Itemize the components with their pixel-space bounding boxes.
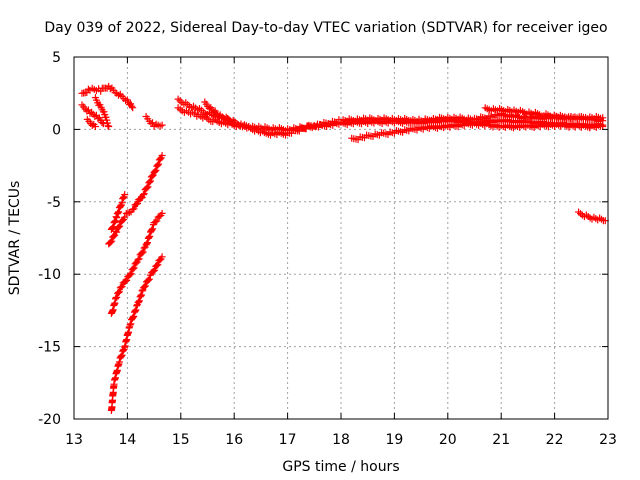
chart-title: Day 039 of 2022, Sidereal Day-to-day VTE…: [44, 20, 607, 36]
x-tick-label: 20: [439, 432, 457, 448]
marker-path: [107, 209, 166, 317]
series-track-h: [201, 98, 238, 127]
series-track-e: [142, 113, 166, 130]
marker-path: [105, 152, 166, 248]
series-track-b: [78, 101, 107, 128]
axis-ticks: 13 14 15 16 17 18 19 20 21 22 23 5 0 -5 -10 -15 -20: [38, 50, 617, 448]
x-tick-label: 19: [385, 432, 403, 448]
series-track-d: [83, 115, 99, 130]
series-track-i: [348, 119, 607, 144]
y-tick-label: -15: [38, 340, 61, 356]
x-tick-label: 18: [332, 432, 350, 448]
x-tick-label: 23: [599, 432, 617, 448]
x-axis-label: GPS time / hours: [282, 459, 399, 475]
grid: [74, 57, 608, 419]
marker-path: [481, 104, 607, 123]
marker-path: [201, 98, 238, 127]
x-tick-label: 14: [118, 432, 136, 448]
series-track-k: [105, 152, 166, 248]
marker-path: [83, 115, 99, 130]
series-track-o: [575, 208, 609, 225]
marker-path: [78, 101, 107, 128]
x-tick-label: 13: [65, 432, 83, 448]
series-track-n: [107, 253, 166, 414]
series-track-a: [78, 82, 137, 112]
series-track-m: [107, 209, 166, 317]
series-track-l: [107, 191, 129, 233]
marker-path: [348, 119, 607, 144]
x-tick-label: 15: [172, 432, 190, 448]
marker-path: [575, 208, 609, 225]
marker-path: [142, 113, 166, 130]
x-tick-label: 21: [492, 432, 510, 448]
y-tick-label: 5: [52, 50, 61, 66]
x-tick-label: 17: [279, 432, 297, 448]
marker-path: [78, 82, 137, 112]
marker-path: [107, 253, 166, 414]
series-track-c: [91, 94, 113, 130]
x-tick-label: 16: [225, 432, 243, 448]
data-series: [78, 82, 609, 414]
marker-path: [91, 94, 113, 130]
y-tick-label: -5: [47, 195, 61, 211]
y-tick-label: -10: [38, 267, 61, 283]
y-tick-label: -20: [38, 412, 61, 428]
y-tick-label: 0: [52, 122, 61, 138]
y-axis-label: SDTVAR / TECUs: [7, 181, 23, 296]
series-track-j: [481, 104, 607, 123]
marker-path: [107, 191, 129, 233]
x-tick-label: 22: [546, 432, 564, 448]
